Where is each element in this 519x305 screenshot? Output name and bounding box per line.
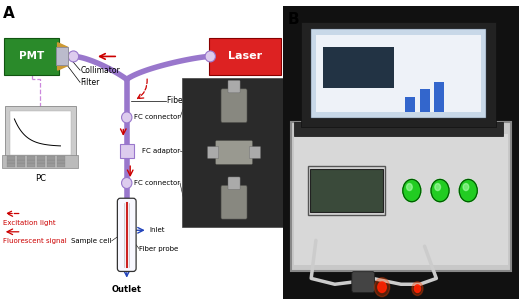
- Text: Sample cell: Sample cell: [71, 238, 112, 244]
- Text: FC adaptor: FC adaptor: [142, 148, 180, 154]
- FancyBboxPatch shape: [316, 35, 482, 112]
- FancyBboxPatch shape: [228, 80, 240, 93]
- FancyBboxPatch shape: [27, 160, 35, 163]
- FancyBboxPatch shape: [7, 163, 15, 167]
- FancyBboxPatch shape: [249, 147, 261, 159]
- FancyBboxPatch shape: [419, 89, 430, 112]
- FancyBboxPatch shape: [37, 156, 45, 160]
- FancyBboxPatch shape: [57, 163, 65, 167]
- FancyBboxPatch shape: [47, 160, 56, 163]
- Circle shape: [378, 282, 386, 292]
- FancyBboxPatch shape: [323, 47, 394, 88]
- FancyBboxPatch shape: [294, 122, 503, 136]
- FancyBboxPatch shape: [57, 156, 65, 160]
- FancyBboxPatch shape: [17, 163, 25, 167]
- FancyBboxPatch shape: [405, 97, 415, 112]
- FancyBboxPatch shape: [120, 144, 134, 158]
- FancyBboxPatch shape: [27, 156, 35, 160]
- FancyBboxPatch shape: [182, 78, 286, 227]
- Text: FC connector: FC connector: [134, 114, 180, 120]
- FancyBboxPatch shape: [37, 160, 45, 163]
- FancyBboxPatch shape: [221, 185, 247, 219]
- Text: Outlet: Outlet: [112, 285, 142, 294]
- FancyBboxPatch shape: [311, 29, 486, 118]
- Circle shape: [412, 282, 423, 296]
- FancyBboxPatch shape: [221, 89, 247, 122]
- Circle shape: [414, 285, 420, 292]
- FancyBboxPatch shape: [310, 169, 383, 212]
- FancyBboxPatch shape: [283, 6, 519, 299]
- Circle shape: [205, 51, 215, 62]
- FancyBboxPatch shape: [434, 82, 444, 112]
- Text: B: B: [288, 12, 299, 27]
- Circle shape: [121, 112, 132, 123]
- FancyBboxPatch shape: [228, 177, 240, 189]
- Text: Fluorescent signal: Fluorescent signal: [3, 238, 66, 244]
- Circle shape: [406, 184, 412, 191]
- Polygon shape: [58, 43, 67, 70]
- FancyBboxPatch shape: [7, 156, 15, 160]
- FancyBboxPatch shape: [7, 160, 15, 163]
- Text: PC: PC: [35, 174, 46, 183]
- FancyBboxPatch shape: [117, 198, 136, 271]
- FancyBboxPatch shape: [17, 156, 25, 160]
- Circle shape: [463, 184, 469, 191]
- Circle shape: [459, 179, 477, 202]
- Text: Filter: Filter: [80, 78, 100, 87]
- FancyBboxPatch shape: [57, 160, 65, 163]
- FancyBboxPatch shape: [17, 160, 25, 163]
- Circle shape: [403, 179, 421, 202]
- FancyBboxPatch shape: [56, 48, 69, 66]
- Text: Collimator: Collimator: [80, 66, 120, 75]
- Text: FC connector: FC connector: [134, 180, 180, 186]
- FancyBboxPatch shape: [27, 163, 35, 167]
- Text: Laser: Laser: [228, 52, 262, 61]
- Text: Inlet: Inlet: [149, 227, 165, 233]
- Circle shape: [69, 51, 79, 62]
- Circle shape: [121, 178, 132, 188]
- FancyBboxPatch shape: [294, 134, 508, 265]
- FancyBboxPatch shape: [37, 163, 45, 167]
- Text: A: A: [3, 6, 15, 21]
- FancyBboxPatch shape: [5, 106, 76, 160]
- FancyBboxPatch shape: [352, 272, 375, 292]
- FancyBboxPatch shape: [2, 155, 78, 168]
- Text: Fiber probe: Fiber probe: [139, 246, 178, 252]
- Text: Fiber coupler: Fiber coupler: [167, 96, 217, 105]
- Text: Excitation light: Excitation light: [3, 220, 56, 226]
- FancyBboxPatch shape: [301, 23, 496, 127]
- FancyBboxPatch shape: [208, 147, 219, 159]
- Circle shape: [431, 179, 449, 202]
- Circle shape: [374, 278, 390, 297]
- FancyBboxPatch shape: [4, 38, 59, 75]
- FancyBboxPatch shape: [209, 38, 281, 75]
- FancyBboxPatch shape: [47, 163, 56, 167]
- FancyBboxPatch shape: [291, 122, 511, 271]
- FancyBboxPatch shape: [9, 111, 71, 155]
- FancyBboxPatch shape: [215, 141, 252, 164]
- Text: PMT: PMT: [19, 52, 44, 61]
- Circle shape: [435, 184, 441, 191]
- FancyBboxPatch shape: [47, 156, 56, 160]
